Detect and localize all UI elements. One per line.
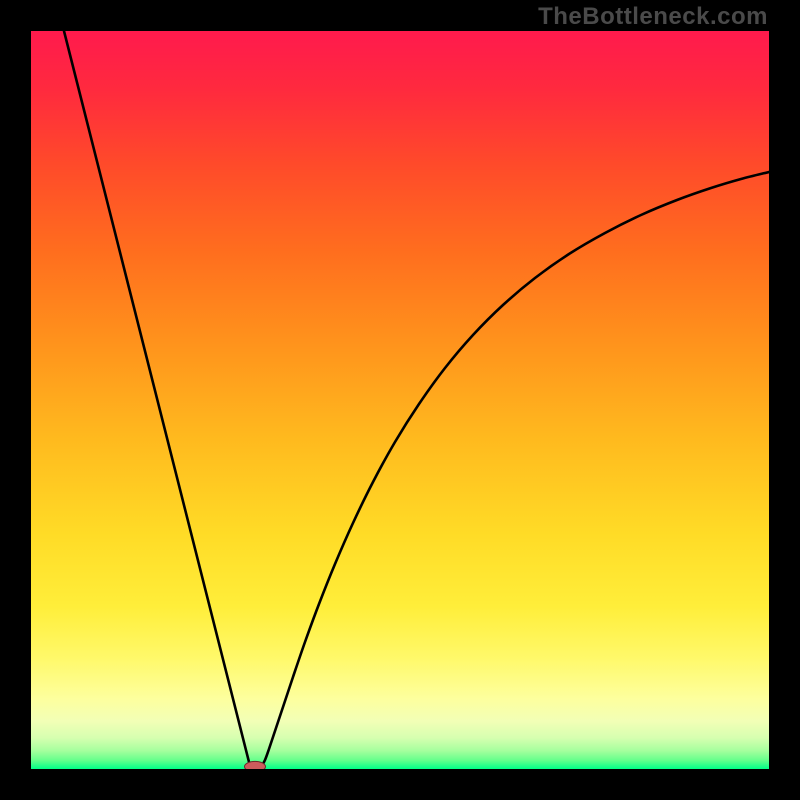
gradient-background: [31, 31, 769, 769]
chart-frame: TheBottleneck.com: [0, 0, 800, 800]
minimum-marker: [245, 761, 266, 769]
watermark-text: TheBottleneck.com: [538, 3, 768, 31]
plot-area: [31, 31, 769, 769]
plot-svg: [31, 31, 769, 769]
